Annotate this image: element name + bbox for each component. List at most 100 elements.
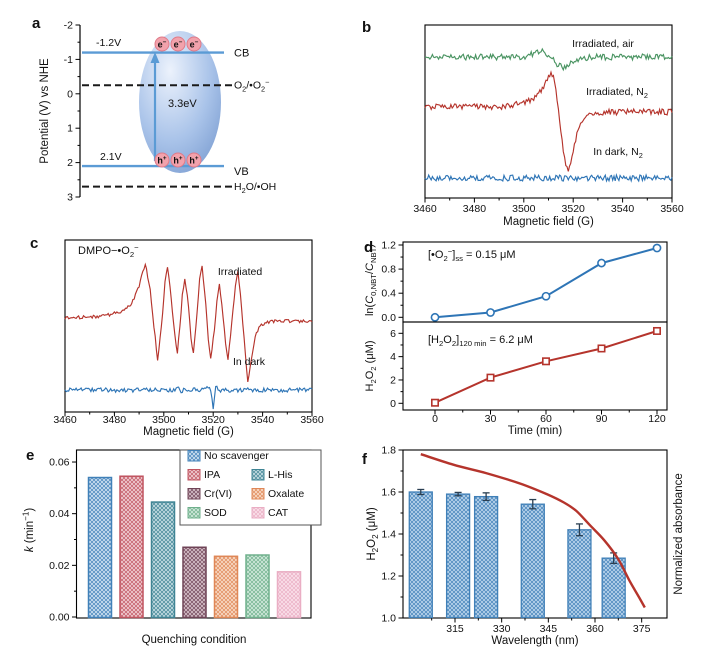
panel-e: e 0.00 0.02 0.04 0.06 k (min−1) Quenching con… xyxy=(16,442,360,656)
data-point xyxy=(486,373,495,382)
series-label: In dark, N2 xyxy=(593,146,643,160)
cb-label: CB xyxy=(234,48,249,60)
data-point xyxy=(431,398,440,407)
tick-label: 3480 xyxy=(463,203,487,215)
legend-label: L-His xyxy=(268,469,293,481)
legend-swatch xyxy=(187,450,201,462)
legend-swatch xyxy=(187,507,201,519)
tick-label: 0.02 xyxy=(49,560,70,572)
tick-label: 0.8 xyxy=(381,264,396,276)
data-point xyxy=(541,291,551,301)
tick-label: 0 xyxy=(432,413,438,425)
panel-letter-b: b xyxy=(362,19,372,36)
hole-icon xyxy=(154,152,170,168)
semiconductor-ellipse xyxy=(139,31,221,173)
series-label: Irradiated, N2 xyxy=(586,86,648,100)
redox-level-label: H2O/•OH xyxy=(234,181,276,195)
tick-label: 1.6 xyxy=(381,487,396,499)
legend-label: SOD xyxy=(204,507,227,519)
tick-label: 360 xyxy=(586,623,604,635)
axes-box xyxy=(64,239,313,413)
tick-label: -1 xyxy=(64,54,73,66)
redox-level-label: O2/•O2− xyxy=(234,78,269,94)
bar-SOD xyxy=(245,554,270,619)
epr-trace xyxy=(64,262,313,382)
tick-label: 90 xyxy=(596,413,608,425)
bar-L-His xyxy=(150,501,176,619)
panel-e-chart: 0.00 0.02 0.04 0.06 k (min−1) Quenching condi… xyxy=(22,449,322,646)
data-point xyxy=(652,326,661,335)
data-point xyxy=(652,243,662,253)
panel-a-chart: -2 -1 0 1 2 3 Potential (V) vs NHE O2/•O2− H2O/•… xyxy=(39,20,276,204)
tick-label: 3540 xyxy=(611,203,635,215)
panel-a: a -2 -1 0 1 2 3 Potential (V) vs NHE O2/•O2− H2O… xyxy=(28,8,362,230)
tick-label: 3560 xyxy=(660,203,684,215)
legend-swatch xyxy=(251,507,265,519)
electron-icon xyxy=(170,36,186,52)
tick-label: 3460 xyxy=(413,203,437,215)
bar-No scavenger xyxy=(87,476,113,619)
bar xyxy=(408,491,433,619)
tick-label: 3 xyxy=(67,192,73,204)
tick-label: 1 xyxy=(67,123,73,135)
hole-icon xyxy=(170,152,186,168)
tick-label: 3500 xyxy=(512,203,536,215)
panel-letter-e: e xyxy=(26,447,35,464)
legend-swatch xyxy=(187,488,201,500)
excitation-arrowhead xyxy=(150,52,160,63)
plot-title: DMPO−•O2− xyxy=(78,243,139,259)
tick-label: 3500 xyxy=(152,414,176,426)
tick-label: 3520 xyxy=(202,414,226,426)
tick-label: 60 xyxy=(540,413,552,425)
panel-letter-a: a xyxy=(32,15,41,32)
electron-icon xyxy=(186,36,202,52)
tick-label: 0.4 xyxy=(381,288,396,300)
axes-box xyxy=(402,321,668,411)
tick-label: 0 xyxy=(390,398,396,410)
x-axis-label: Magnetic field (G) xyxy=(143,426,234,438)
tick-label: 120 xyxy=(648,413,666,425)
cb-potential-label: -1.2V xyxy=(96,37,121,49)
epr-trace xyxy=(64,385,313,410)
tick-label: 0 xyxy=(67,88,73,100)
tick-label: 0.04 xyxy=(49,508,70,520)
tick-label: 1.0 xyxy=(381,613,396,625)
annotation: [H2O2]120 min = 6.2 μM xyxy=(428,334,533,348)
tick-label: 0.06 xyxy=(49,457,70,469)
legend-label: IPA xyxy=(204,469,220,481)
x-axis-label: Quenching condition xyxy=(142,634,247,646)
hole-label: h+ xyxy=(173,155,183,165)
absorbance-curve xyxy=(420,453,646,609)
bar-IPA xyxy=(119,475,144,619)
legend xyxy=(179,449,322,526)
tick-label: 1.8 xyxy=(381,445,396,457)
legend-label: No scavenger xyxy=(204,450,269,462)
panel-letter-d: d xyxy=(364,239,374,256)
tick-label: 6 xyxy=(390,328,396,340)
tick-label: 1.2 xyxy=(381,571,396,583)
bandgap-label: 3.3eV xyxy=(168,98,197,110)
tick-label: 4 xyxy=(390,351,396,363)
tick-label: 3520 xyxy=(562,203,586,215)
tick-label: 345 xyxy=(540,623,558,635)
epr-trace xyxy=(424,70,673,172)
tick-label: 1.4 xyxy=(381,529,396,541)
series-label: Irradiated, air xyxy=(572,38,634,50)
legend-label: CAT xyxy=(268,507,289,519)
electron-label: e− xyxy=(158,39,167,49)
y-axis-label-right: Normalized absorbance xyxy=(673,473,685,594)
hole-label: h+ xyxy=(157,155,167,165)
legend-swatch xyxy=(187,469,201,481)
hole-label: h+ xyxy=(189,155,199,165)
series-label: In dark xyxy=(233,356,266,368)
electron-label: e− xyxy=(190,39,199,49)
panel-f: f 1.0 1.2 1.4 1.6 1.8 315 330 345 360 375 Waveleng… xyxy=(360,442,718,656)
tick-label: 2 xyxy=(390,374,396,386)
panel-letter-f: f xyxy=(362,451,367,468)
bar-Oxalate xyxy=(213,555,239,619)
legend-label: Cr(VI) xyxy=(204,488,232,500)
electron-icon xyxy=(154,36,170,52)
tick-label: 0.00 xyxy=(49,612,70,624)
tick-label: 3540 xyxy=(251,414,275,426)
epr-trace xyxy=(424,47,673,72)
